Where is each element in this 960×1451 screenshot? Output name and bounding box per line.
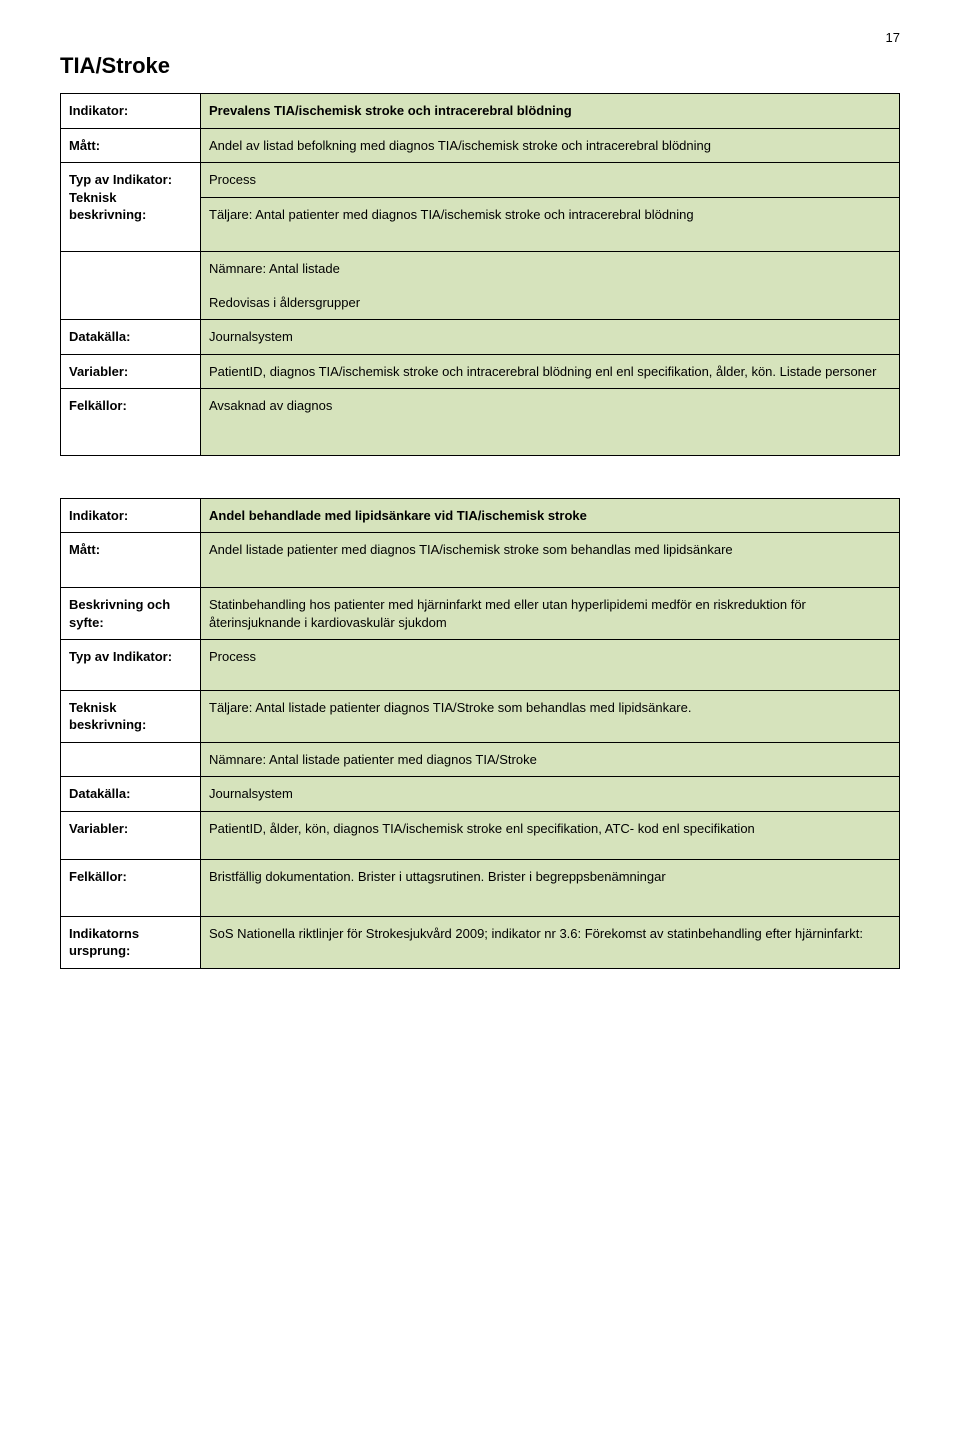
table-row: Indikatorns ursprung: SoS Nationella rik… [61,916,900,968]
table-row: Indikator: Prevalens TIA/ischemisk strok… [61,94,900,129]
row-value: Journalsystem [201,320,900,355]
table-row: Beskrivning och syfte: Statinbehandling … [61,588,900,640]
row-label: Datakälla: [61,320,201,355]
row-value: Prevalens TIA/ischemisk stroke och intra… [201,94,900,129]
row-value: Andel av listad befolkning med diagnos T… [201,128,900,163]
row-label: Typ av Indikator: [61,640,201,691]
row-value: Journalsystem [201,777,900,812]
row-value: Redovisas i åldersgrupper [201,286,900,320]
indicator-table-1: Indikator: Prevalens TIA/ischemisk strok… [60,93,900,456]
table-row: Variabler: PatientID, diagnos TIA/ischem… [61,354,900,389]
row-value: Täljare: Antal listade patienter diagnos… [201,690,900,742]
table-row: Mått: Andel av listad befolkning med dia… [61,128,900,163]
row-label-text: Typ av Indikator: [69,172,172,187]
row-label: Typ av Indikator: Teknisk beskrivning: [61,163,201,252]
row-value: Andel behandlade med lipidsänkare vid TI… [201,498,900,533]
row-value: Avsaknad av diagnos [201,389,900,456]
row-label: Felkällor: [61,389,201,456]
row-label: Beskrivning och syfte: [61,588,201,640]
row-value: PatientID, diagnos TIA/ischemisk stroke … [201,354,900,389]
table-row: Felkällor: Bristfällig dokumentation. Br… [61,860,900,917]
section-title: TIA/Stroke [60,53,900,79]
row-label: Indikator: [61,94,201,129]
table-row: Teknisk beskrivning: Täljare: Antal list… [61,690,900,742]
row-label [61,252,201,320]
row-label: Indikator: [61,498,201,533]
row-label [61,742,201,777]
table-row: Variabler: PatientID, ålder, kön, diagno… [61,811,900,860]
table-row: Mått: Andel listade patienter med diagno… [61,533,900,588]
row-label: Variabler: [61,354,201,389]
row-label: Mått: [61,128,201,163]
table-row: Typ av Indikator: Teknisk beskrivning: P… [61,163,900,198]
indicator-table-2: Indikator: Andel behandlade med lipidsän… [60,498,900,969]
row-label: Teknisk beskrivning: [61,690,201,742]
page-number: 17 [60,30,900,45]
row-label: Datakälla: [61,777,201,812]
row-label: Indikatorns ursprung: [61,916,201,968]
table-row: Nämnare: Antal listade [61,252,900,286]
row-value: Statinbehandling hos patienter med hjärn… [201,588,900,640]
row-value: SoS Nationella riktlinjer för Strokesjuk… [201,916,900,968]
row-value: Täljare: Antal patienter med diagnos TIA… [201,197,900,252]
table-row: Typ av Indikator: Process [61,640,900,691]
row-value: Process [201,640,900,691]
table-row: Felkällor: Avsaknad av diagnos [61,389,900,456]
row-value: Andel listade patienter med diagnos TIA/… [201,533,900,588]
table-row: Datakälla: Journalsystem [61,777,900,812]
row-label: Variabler: [61,811,201,860]
table-row: Datakälla: Journalsystem [61,320,900,355]
row-value: Nämnare: Antal listade [201,252,900,286]
row-value: Process [201,163,900,198]
row-value: PatientID, ålder, kön, diagnos TIA/ische… [201,811,900,860]
table-row: Indikator: Andel behandlade med lipidsän… [61,498,900,533]
row-label: Felkällor: [61,860,201,917]
row-label-text: Teknisk beskrivning: [69,190,146,223]
row-value: Nämnare: Antal listade patienter med dia… [201,742,900,777]
row-label: Mått: [61,533,201,588]
row-value: Bristfällig dokumentation. Brister i utt… [201,860,900,917]
table-row: Nämnare: Antal listade patienter med dia… [61,742,900,777]
